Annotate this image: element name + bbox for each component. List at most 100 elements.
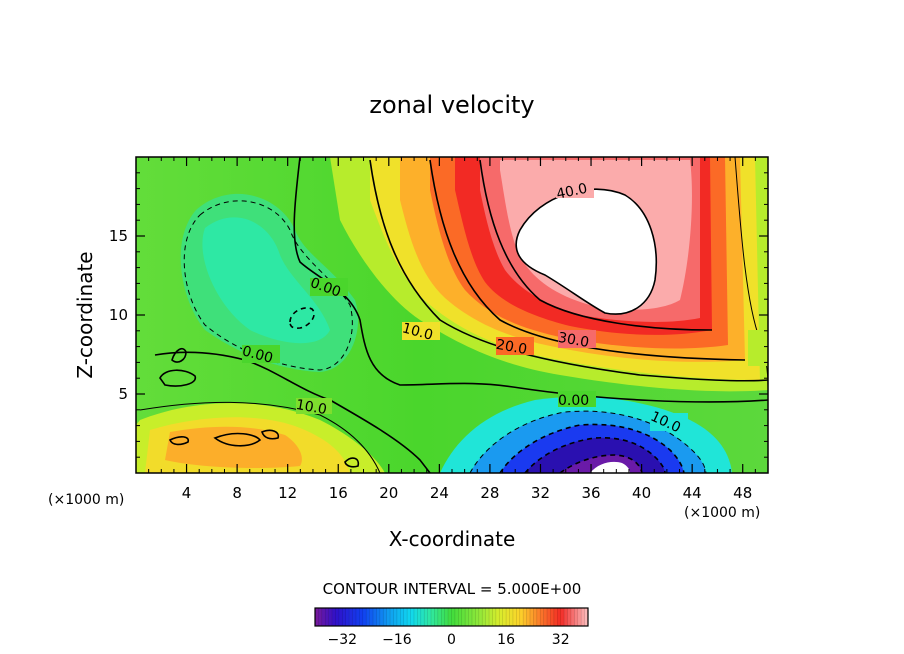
negative-core-white [590,461,630,473]
x-tick-label: 28 [480,484,499,502]
contour-lines [139,157,768,473]
colorbar-cell [434,608,439,626]
contour-40 [515,188,658,315]
colorbar-cell [383,608,387,626]
colorbar-cell [506,608,510,626]
colorbar-cell [489,608,493,626]
colorbar-cell [315,608,319,626]
colorbar-cell [403,608,408,626]
colorbar-cell [325,608,329,626]
colorbar-frame [314,607,589,627]
x-tick-label: 32 [531,484,550,502]
colorbar-cell [543,608,548,626]
colorbar-cell [407,608,411,626]
x-tick-label: 12 [278,484,297,502]
x-axis-label: X-coordinate [389,527,516,551]
colorbar-tick-label: 0 [447,632,456,648]
colorbar-cell [567,608,572,626]
contour-label: 20.0 [495,337,528,358]
colorbar-cell [492,608,497,626]
y-tick-label: 5 [118,385,128,403]
x-unit-right: (×1000 m) [684,505,760,521]
contour-label: 0.00 [558,393,589,409]
jet-core-white [516,189,657,315]
colorbar-cell [321,608,326,626]
colorbar-cell [564,608,568,626]
colorbar-cell [547,608,551,626]
colorbar-cell [461,608,466,626]
contour-label: 0.00 [240,343,274,367]
colorbar-cell [386,608,391,626]
colorbar-cell [318,608,323,626]
colorbar-cell [413,608,418,626]
contour-small-loop-5 [261,429,280,440]
colorbar-tick-label: −16 [382,632,412,648]
positive-peak-bottom-left [165,426,302,468]
contour-label: 10.0 [295,397,328,418]
colorbar-cell [420,608,425,626]
y-tick-label: 15 [109,227,128,245]
colorbar-cell [471,608,476,626]
colorbar-cell [328,608,333,626]
x-tick-label: 44 [683,484,702,502]
colorbar-cell [431,608,435,626]
colorbar-cell [335,608,340,626]
x-tick-label: 4 [182,484,192,502]
y-tick-label: 10 [109,306,128,324]
contour-neg-10-ellipse [289,307,315,329]
colorbar-cell [424,608,428,626]
colorbar-cell [485,608,490,626]
colorbar-ticks: −32 −16 0 16 32 [328,632,570,648]
x-tick-label: 16 [329,484,348,502]
contour-0-upper [293,157,768,403]
x-tick-label: 48 [733,484,752,502]
colorbar-cell [393,608,398,626]
colorbar-cell [410,608,415,626]
x-tick-label: 8 [232,484,242,502]
x-tick-label: 24 [430,484,449,502]
colorbar-cell [369,608,374,626]
colorbar-cell [512,608,517,626]
contour-0-lower [154,351,431,473]
colorbar-tick-label: 16 [497,632,515,648]
colorbar-cell [581,608,585,626]
colorbar-cell [526,608,531,626]
colorbar-cell [577,608,582,626]
colorbar-cell [482,608,486,626]
contour-small-loop-2 [171,348,187,363]
colorbar-cell [379,608,384,626]
colorbar-cell [550,608,555,626]
colorbar-cell [359,608,364,626]
negative-core-upper-left [202,217,330,344]
contour-labels: 40.0 30.0 20.0 10.0 10.0 10.0 0.00 0.00 … [240,180,768,436]
colorbar-tick-label: −32 [328,632,358,648]
colorbar-cell [560,608,565,626]
contour-small-loop-4 [213,432,262,447]
colorbar-cell [390,608,394,626]
colorbar-cell [366,608,370,626]
plot-area: 40.0 30.0 20.0 10.0 10.0 10.0 0.00 0.00 … [136,157,768,473]
colorbar-cell [574,608,579,626]
colorbar-cell [352,608,357,626]
colorbar-cell [342,608,347,626]
colorbar-cell [362,608,367,626]
contour-small-loop-3 [168,436,190,446]
colorbar-cell [338,608,343,626]
contour-neg-lower-2 [499,423,685,473]
contour-interval-text: CONTOUR INTERVAL = 5.000E+00 [323,580,582,598]
colorbar-cell [519,608,524,626]
colorbar-cell [454,608,459,626]
colorbar-cell [345,608,350,626]
colorbar-cell [448,608,452,626]
colorbar-cell [349,608,353,626]
colorbar-cell [427,608,432,626]
colorbar-cell [499,608,503,626]
colorbar-cell [465,608,469,626]
contour-30 [479,159,713,331]
contour-neg-lower-1 [469,410,707,473]
colorbar-cell [553,608,558,626]
colorbar-cell [468,608,473,626]
contour-20 [429,159,746,361]
colorbar-tick-label: 32 [552,632,570,648]
